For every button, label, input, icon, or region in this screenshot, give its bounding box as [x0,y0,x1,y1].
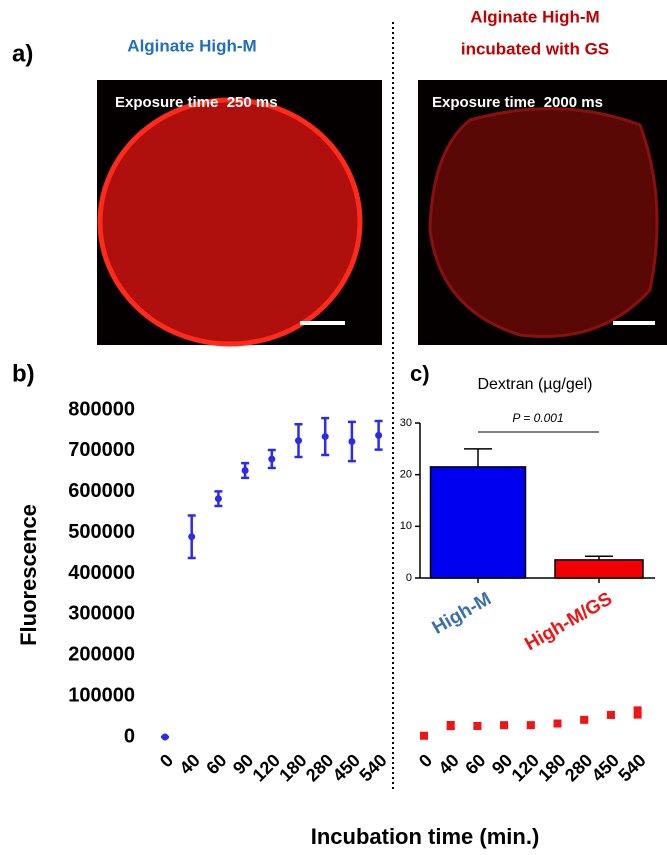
x-axis-label: Incubation time (min.) [311,824,540,849]
exposure-label: Exposure time 2000 ms [432,94,603,111]
point [633,708,642,717]
image-title: Alginate High-M [470,7,599,26]
exposure-label: Exposure time 250 ms [115,94,278,111]
x-tick-label: 60 [202,750,230,778]
point [420,731,428,740]
panel-label: a) [12,40,33,67]
x-tick-label: High-M/GS [521,588,616,655]
x-tick-label: 0 [156,750,177,771]
x-tick-label: 540 [355,750,390,785]
error-bar [464,448,492,467]
x-tick-label: 0 [415,750,436,771]
x-tick-label: 60 [461,750,489,778]
bar [554,559,644,579]
bar [429,466,527,579]
y-tick-label: 600000 [68,480,135,502]
panel-label: c) [410,361,430,386]
y-tick-label: 0 [124,725,135,747]
point [161,733,169,741]
point [526,721,535,730]
gel-disc [428,107,659,339]
image-title: Alginate High-M [127,36,256,55]
point [348,437,356,445]
gel-disc [97,97,363,347]
point [500,721,509,730]
y-tick-label: 20 [400,469,412,481]
image-title: incubated with GS [461,39,609,58]
y-tick-label: 500000 [68,521,135,543]
y-tick-label: 700000 [68,439,135,461]
y-tick-label: 200000 [68,644,135,666]
y-tick-label: 100000 [68,684,135,706]
x-tick-label: 540 [614,750,649,785]
point [553,719,562,728]
y-tick-label: 800000 [68,398,135,420]
x-tick-label: High-M [429,588,495,638]
y-tick-label: 0 [406,572,412,584]
point [321,433,329,441]
point [375,431,383,439]
point [268,455,276,463]
annotation: P = 0.001 [512,411,563,425]
y-tick-label: 400000 [68,562,135,584]
point [241,466,249,474]
point [580,715,589,724]
x-tick-label: 40 [435,750,463,778]
y-tick-label: 10 [400,520,412,532]
x-tick-label: 40 [176,750,204,778]
point [214,495,222,503]
point [446,721,455,730]
y-tick-label: 30 [400,417,412,429]
chart-title: Dextran (µg/gel) [477,376,592,393]
point [188,533,196,541]
y-tick-label: 300000 [68,603,135,625]
point [606,710,615,719]
y-axis-label: Fluorescence [16,504,41,646]
panel-label: b) [12,360,35,387]
point [473,721,482,730]
point [295,437,302,445]
